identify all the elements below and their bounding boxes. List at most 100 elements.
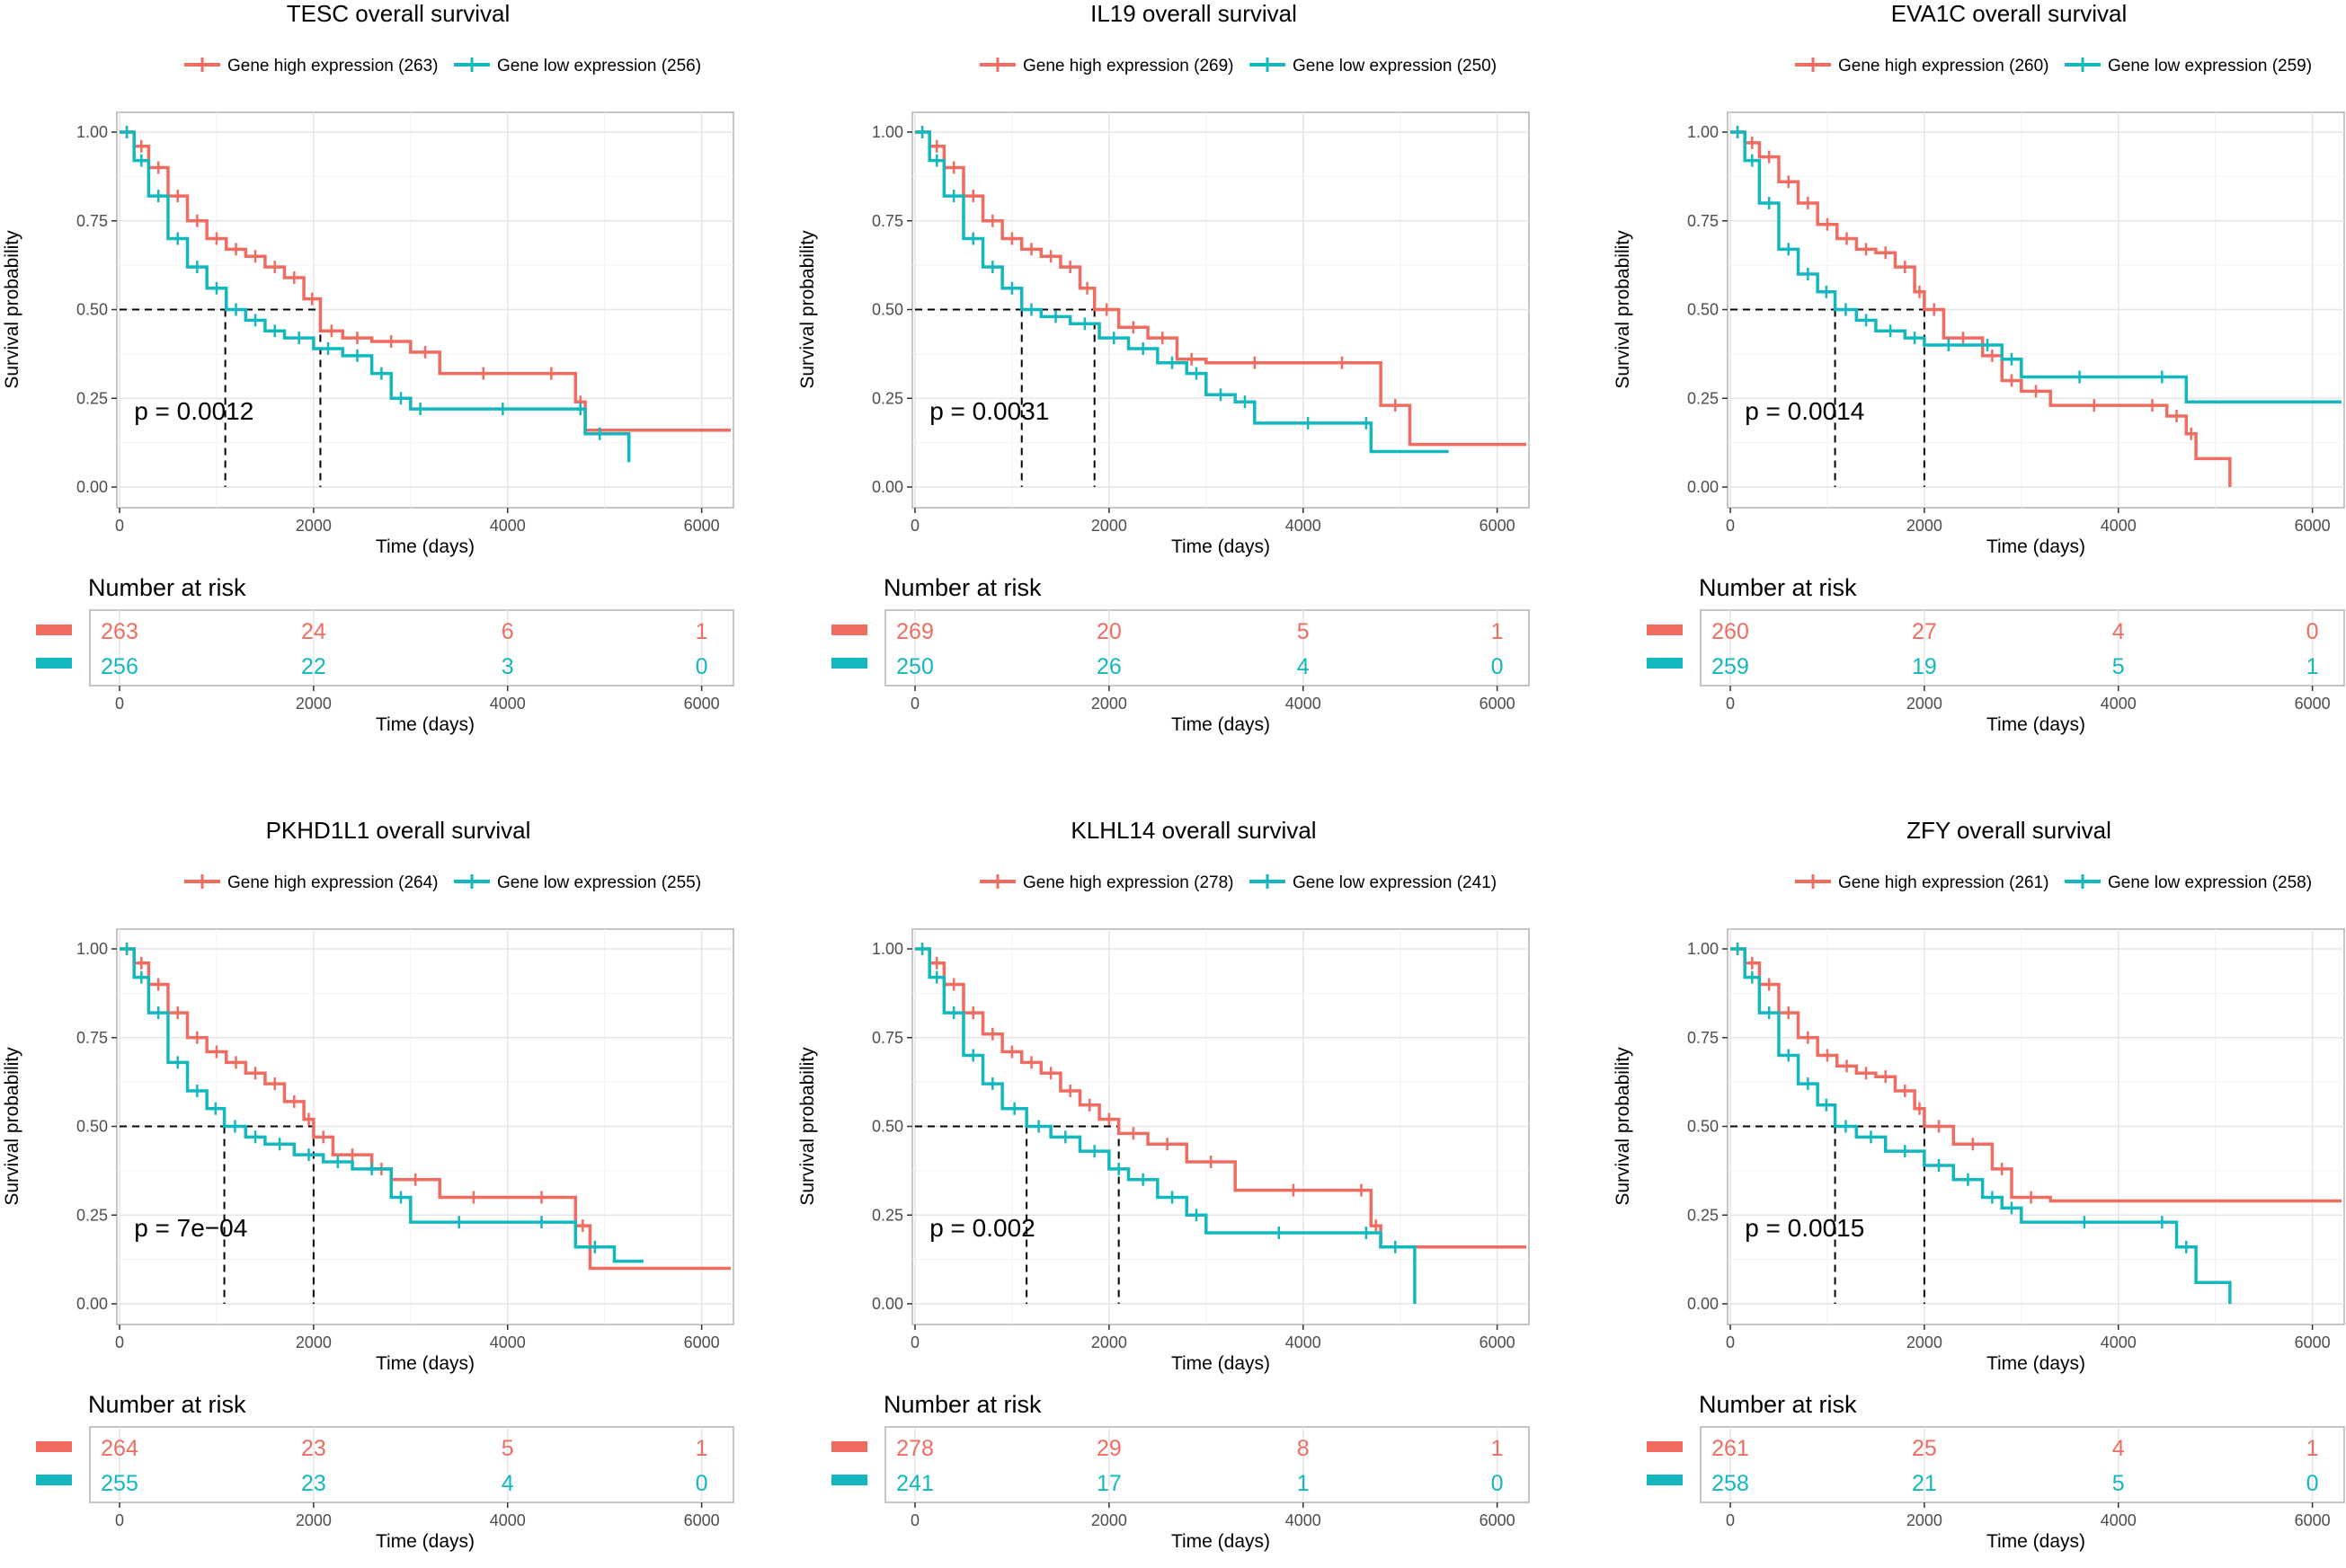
x-tick-label: 4000 <box>2101 1333 2137 1351</box>
x-tick-label: 0 <box>911 1333 920 1351</box>
y-axis-label: Survival probability <box>2 1047 22 1206</box>
risk-count-high: 261 <box>1711 1436 1749 1461</box>
y-tick-label: 0.75 <box>872 1029 903 1047</box>
risk-x-tick-label: 6000 <box>684 1511 720 1529</box>
risk-count-low: 0 <box>2306 1471 2319 1496</box>
risk-x-tick-label: 6000 <box>2295 695 2331 713</box>
survival-panel: EVA1C overall survival Gene high expressi… <box>1613 0 2345 735</box>
x-tick-label: 0 <box>1726 517 1735 535</box>
risk-x-tick-label: 2000 <box>1906 695 1942 713</box>
legend-item-high: Gene high expression (269) <box>980 57 1233 75</box>
risk-x-tick-label: 6000 <box>1480 1511 1515 1529</box>
y-tick-label: 0.25 <box>76 1206 108 1224</box>
survival-curve-high <box>1730 947 2342 1203</box>
risk-x-axis-label: Time (days) <box>1171 714 1270 735</box>
risk-table-title: Number at risk <box>88 1391 246 1418</box>
risk-count-high: 5 <box>502 1436 514 1461</box>
y-tick-label: 1.00 <box>76 940 108 958</box>
y-tick-label: 0.75 <box>1687 212 1719 230</box>
chart-title: IL19 overall survival <box>1090 0 1297 27</box>
risk-count-high: 5 <box>1297 619 1310 644</box>
risk-count-low: 22 <box>301 654 326 679</box>
y-tick-label: 0.50 <box>872 301 903 319</box>
y-tick-label: 0.25 <box>872 1206 903 1224</box>
y-tick-label: 0.00 <box>872 1295 903 1313</box>
legend-label-high: Gene high expression (264) <box>227 873 438 892</box>
risk-x-tick-label: 2000 <box>1091 1511 1127 1529</box>
y-tick-label: 0.25 <box>1687 389 1719 407</box>
x-tick-label: 6000 <box>1480 517 1515 535</box>
y-tick-label: 1.00 <box>76 123 108 141</box>
risk-table-title: Number at risk <box>884 574 1042 601</box>
chart-title: ZFY overall survival <box>1906 817 2111 844</box>
legend-label-low: Gene low expression (255) <box>497 873 701 892</box>
x-tick-label: 2000 <box>1906 1333 1942 1351</box>
risk-x-tick-label: 4000 <box>2101 695 2137 713</box>
y-tick-label: 1.00 <box>872 940 903 958</box>
risk-count-low: 4 <box>502 1471 514 1496</box>
x-tick-label: 0 <box>115 1333 124 1351</box>
risk-count-low: 255 <box>101 1471 138 1496</box>
y-tick-label: 0.50 <box>76 1118 108 1136</box>
risk-table-frame <box>89 609 734 687</box>
risk-count-low: 0 <box>696 1471 708 1496</box>
legend-item-low: Gene low expression (258) <box>2065 873 2312 892</box>
risk-x-tick-label: 4000 <box>490 695 526 713</box>
y-tick-label: 0.25 <box>1687 1206 1719 1224</box>
y-axis-label: Survival probability <box>797 230 818 389</box>
survival-curve-low <box>915 130 1449 454</box>
risk-x-tick-label: 6000 <box>1480 695 1515 713</box>
risk-x-tick-label: 6000 <box>684 695 720 713</box>
legend-item-low: Gene low expression (256) <box>454 57 701 75</box>
y-tick-label: 0.00 <box>1687 478 1719 496</box>
x-tick-label: 2000 <box>1091 1333 1127 1351</box>
risk-count-high: 260 <box>1711 619 1749 644</box>
y-tick-label: 0.25 <box>872 389 903 407</box>
p-value: p = 0.0015 <box>1745 1214 1864 1242</box>
risk-count-low: 1 <box>2306 654 2319 679</box>
x-tick-label: 2000 <box>296 517 332 535</box>
y-tick-label: 0.75 <box>76 212 108 230</box>
x-tick-label: 6000 <box>2295 1333 2331 1351</box>
risk-count-high: 4 <box>2112 619 2125 644</box>
risk-count-low: 23 <box>301 1471 326 1496</box>
risk-count-low: 4 <box>1297 654 1310 679</box>
legend-label-low: Gene low expression (250) <box>1293 57 1497 75</box>
risk-x-tick-label: 0 <box>911 695 920 713</box>
risk-count-low: 0 <box>696 654 708 679</box>
x-axis-label: Time (days) <box>1171 536 1270 557</box>
risk-x-axis-label: Time (days) <box>376 714 475 735</box>
risk-x-tick-label: 0 <box>115 695 124 713</box>
risk-x-tick-label: 0 <box>115 1511 124 1529</box>
legend-label-low: Gene low expression (256) <box>497 57 701 75</box>
x-tick-label: 4000 <box>1285 1333 1321 1351</box>
survival-panel: PKHD1L1 overall survival Gene high expres… <box>2 817 734 1552</box>
chart-title: KLHL14 overall survival <box>1071 817 1316 844</box>
p-value: p = 7e−04 <box>134 1214 247 1242</box>
risk-x-tick-label: 0 <box>1726 695 1735 713</box>
risk-count-low: 5 <box>2112 654 2125 679</box>
y-axis-label: Survival probability <box>1613 230 1633 389</box>
p-value: p = 0.0031 <box>929 397 1049 425</box>
x-tick-label: 0 <box>1726 1333 1735 1351</box>
risk-count-high: 1 <box>1491 1436 1504 1461</box>
x-tick-label: 4000 <box>1285 517 1321 535</box>
risk-count-low: 0 <box>1491 654 1504 679</box>
x-tick-label: 6000 <box>684 1333 720 1351</box>
risk-count-high: 24 <box>301 619 326 644</box>
chart-title: PKHD1L1 overall survival <box>266 817 531 844</box>
risk-count-low: 256 <box>101 654 138 679</box>
risk-table-title: Number at risk <box>88 574 246 601</box>
legend-label-low: Gene low expression (258) <box>2108 873 2312 892</box>
y-axis-label: Survival probability <box>797 1047 818 1206</box>
y-tick-label: 0.00 <box>872 478 903 496</box>
y-tick-label: 0.00 <box>76 478 108 496</box>
risk-count-low: 259 <box>1711 654 1749 679</box>
survival-panel: TESC overall survival Gene high expressio… <box>2 0 734 735</box>
risk-count-low: 3 <box>502 654 514 679</box>
risk-count-low: 0 <box>1491 1471 1504 1496</box>
p-value: p = 0.0014 <box>1745 397 1864 425</box>
x-axis-label: Time (days) <box>1986 536 2085 557</box>
p-value: p = 0.002 <box>929 1214 1035 1242</box>
y-tick-label: 0.25 <box>76 389 108 407</box>
